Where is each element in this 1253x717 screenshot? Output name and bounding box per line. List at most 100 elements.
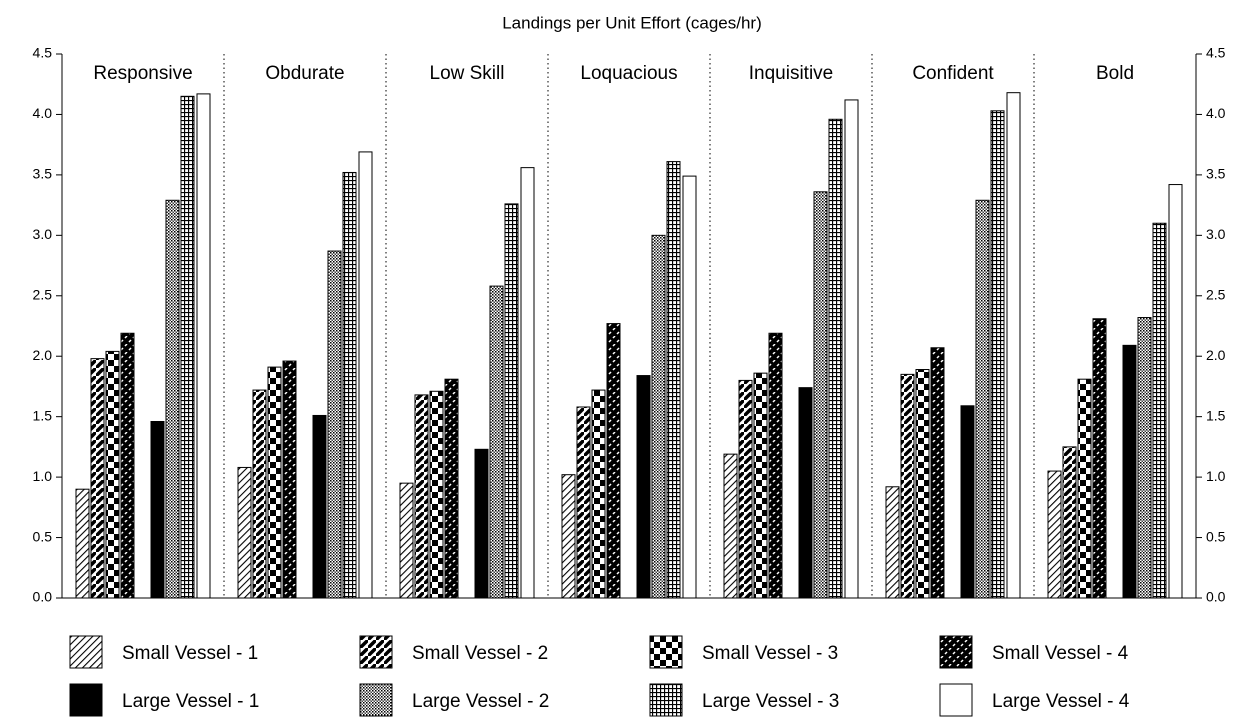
bar [915, 369, 930, 599]
legend-label: Large Vessel - 2 [412, 691, 549, 712]
bar [312, 414, 327, 599]
y-tick-label: 4.0 [33, 105, 53, 121]
bar [813, 191, 828, 599]
legend-swatch [359, 635, 393, 669]
bar [1168, 184, 1183, 599]
bar [723, 453, 738, 599]
bar [1092, 318, 1107, 599]
y-tick-label: 2.5 [33, 286, 53, 302]
bar [342, 171, 357, 599]
bar [666, 161, 681, 599]
bar [606, 323, 621, 599]
y2-tick-label: 1.0 [1206, 468, 1226, 484]
category-label: Inquisitive [749, 63, 834, 84]
bar [753, 372, 768, 599]
y2-tick-label: 3.0 [1206, 226, 1226, 242]
y-tick-label: 3.5 [33, 166, 53, 182]
legend-label: Large Vessel - 3 [702, 691, 839, 712]
legend-swatch [939, 683, 973, 717]
bar [636, 375, 651, 599]
bar [105, 350, 120, 599]
bar [844, 99, 859, 599]
y-tick-label: 0.0 [33, 589, 53, 605]
bar [1077, 378, 1092, 599]
bar [327, 250, 342, 599]
bar [474, 448, 489, 599]
category-label: Obdurate [265, 63, 344, 84]
y-tick-label: 4.5 [33, 45, 53, 61]
category-label: Low Skill [430, 63, 505, 84]
bar [990, 110, 1005, 599]
bar [282, 360, 297, 599]
y2-tick-label: 3.5 [1206, 166, 1226, 182]
y2-tick-label: 0.0 [1206, 589, 1226, 605]
bar [1137, 317, 1152, 599]
bar [399, 482, 414, 599]
bar [444, 378, 459, 599]
legend-label: Small Vessel - 4 [992, 643, 1129, 664]
bar [900, 373, 915, 599]
bar [1122, 344, 1137, 599]
bar [828, 118, 843, 599]
bar [798, 387, 813, 599]
legend-label: Small Vessel - 2 [412, 643, 548, 664]
bar [196, 93, 211, 599]
y-tick-label: 1.0 [33, 468, 53, 484]
bar [429, 390, 444, 599]
category-label: Bold [1096, 63, 1134, 84]
bar [561, 474, 576, 599]
legend-swatch [649, 683, 683, 717]
category-label: Confident [912, 63, 994, 84]
bar [930, 347, 945, 599]
bar [651, 234, 666, 599]
bar [682, 175, 697, 599]
bar [520, 167, 535, 599]
bar [237, 466, 252, 599]
bar [975, 199, 990, 599]
bar [738, 379, 753, 599]
category-label: Responsive [93, 63, 192, 84]
chart-title: Landings per Unit Effort (cages/hr) [502, 13, 762, 32]
category-label: Loquacious [580, 63, 677, 84]
bar [1152, 222, 1167, 599]
bar [165, 199, 180, 599]
bar [885, 486, 900, 599]
y-tick-label: 1.5 [33, 407, 53, 423]
y2-tick-label: 4.5 [1206, 45, 1226, 61]
legend-label: Large Vessel - 1 [122, 691, 259, 712]
bar [252, 389, 267, 599]
bar [576, 406, 591, 599]
bar [120, 332, 135, 599]
y2-tick-label: 4.0 [1206, 105, 1226, 121]
y-tick-label: 0.5 [33, 528, 53, 544]
legend-swatch [359, 683, 393, 717]
bar [75, 488, 90, 599]
legend-swatch [69, 635, 103, 669]
bar [1006, 92, 1021, 599]
bar [1047, 470, 1062, 599]
bar [267, 366, 282, 599]
bar [504, 203, 519, 599]
y-tick-label: 3.0 [33, 226, 53, 242]
y2-tick-label: 1.5 [1206, 407, 1226, 423]
legend-label: Small Vessel - 1 [122, 643, 258, 664]
bar [90, 358, 105, 599]
bar [768, 332, 783, 599]
y2-tick-label: 2.5 [1206, 286, 1226, 302]
bar [591, 389, 606, 599]
y2-tick-label: 0.5 [1206, 528, 1226, 544]
legend-label: Large Vessel - 4 [992, 691, 1130, 712]
y2-tick-label: 2.0 [1206, 347, 1226, 363]
bar [1062, 446, 1077, 599]
y-tick-label: 2.0 [33, 347, 53, 363]
bar [150, 421, 165, 599]
legend-label: Small Vessel - 3 [702, 643, 838, 664]
legend-swatch [939, 635, 973, 669]
bar [180, 95, 195, 599]
bar [960, 405, 975, 599]
bar [489, 285, 504, 599]
legend-swatch [69, 683, 103, 717]
bar [358, 151, 373, 599]
bar [414, 394, 429, 599]
